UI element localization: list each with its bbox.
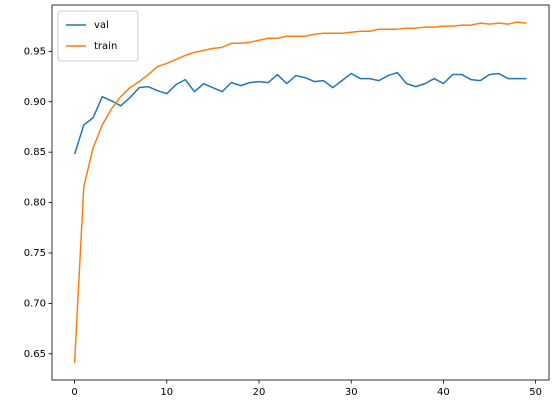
x-tick-label: 20: [253, 387, 266, 398]
line: [73, 71, 527, 155]
x-tick-label: 10: [160, 387, 173, 398]
y-tick-label: 0.75: [24, 248, 46, 259]
line: [73, 21, 527, 363]
legend-label: val: [94, 20, 109, 31]
legend-label: train: [94, 41, 117, 52]
y-tick-label: 0.80: [24, 198, 46, 209]
y-tick-label: 0.85: [24, 147, 46, 158]
y-tick-label: 0.90: [24, 97, 46, 108]
y-tick-label: 0.70: [24, 298, 46, 309]
legend-box: [57, 10, 139, 62]
x-tick-label: 40: [437, 387, 450, 398]
x-tick-label: 0: [71, 387, 77, 398]
y-tick-label: 0.95: [24, 46, 46, 57]
x-tick-label: 30: [345, 387, 358, 398]
axes-frame: [51, 4, 550, 381]
y-tick-label: 0.65: [24, 349, 46, 360]
x-tick-label: 50: [529, 387, 542, 398]
